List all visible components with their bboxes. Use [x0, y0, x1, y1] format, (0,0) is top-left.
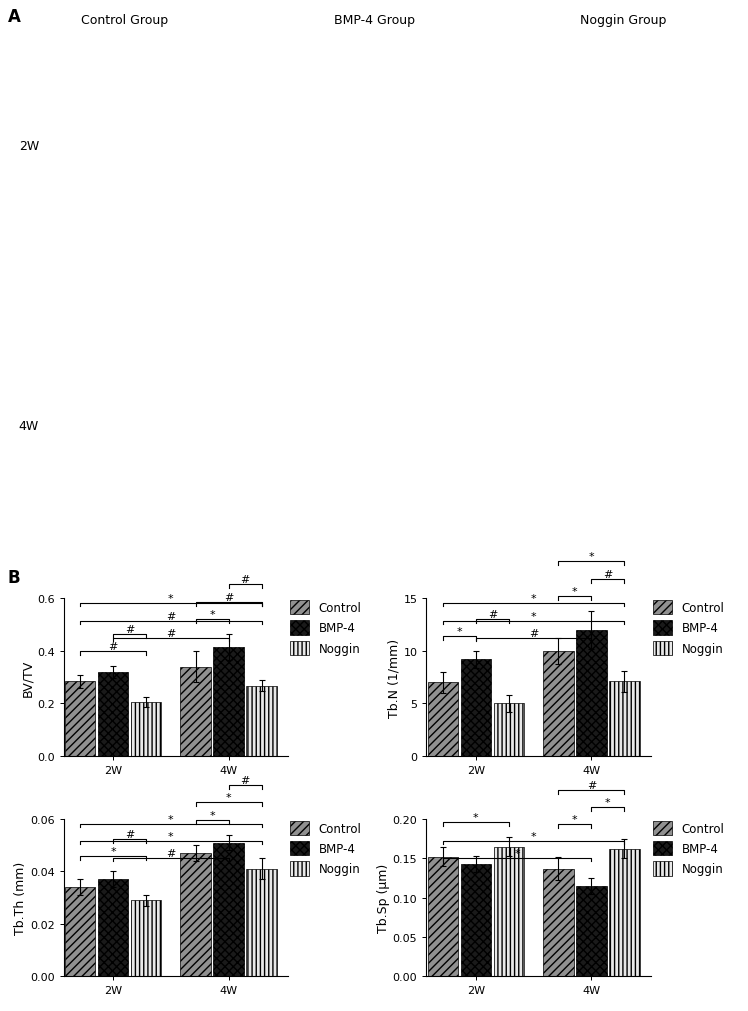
Bar: [428, 857, 458, 977]
Text: #: #: [240, 775, 250, 786]
Text: 2W: 2W: [19, 140, 39, 153]
Bar: [576, 630, 607, 756]
Y-axis label: BV/TV: BV/TV: [21, 659, 34, 697]
Text: *: *: [531, 593, 536, 604]
Bar: [609, 849, 640, 977]
Text: #: #: [488, 609, 497, 619]
Legend: Control, BMP-4, Noggin: Control, BMP-4, Noggin: [286, 595, 367, 660]
Text: #: #: [125, 829, 135, 839]
Y-axis label: Tb.Sp (μm): Tb.Sp (μm): [377, 863, 390, 932]
Bar: [576, 886, 607, 977]
Text: *: *: [572, 815, 577, 825]
Text: *: *: [473, 812, 479, 822]
Text: #: #: [240, 574, 250, 584]
Text: *: *: [168, 593, 174, 604]
Text: #: #: [166, 628, 176, 638]
Text: *: *: [456, 627, 462, 636]
Text: *: *: [531, 831, 536, 841]
Text: #: #: [125, 624, 135, 634]
Bar: [461, 660, 491, 756]
Bar: [131, 703, 162, 756]
Text: *: *: [209, 610, 215, 620]
Bar: [213, 647, 244, 756]
Bar: [494, 704, 524, 756]
Bar: [65, 681, 95, 756]
Bar: [98, 672, 128, 756]
Legend: Control, BMP-4, Noggin: Control, BMP-4, Noggin: [286, 816, 367, 881]
Text: *: *: [572, 586, 577, 596]
Text: *: *: [168, 814, 174, 824]
Text: B: B: [7, 568, 20, 586]
Text: *: *: [515, 848, 520, 858]
Text: *: *: [110, 846, 116, 856]
Text: BMP-4 Group: BMP-4 Group: [334, 14, 414, 27]
Bar: [180, 667, 211, 756]
Text: 4W: 4W: [19, 420, 39, 433]
Text: #: #: [529, 628, 539, 638]
Text: *: *: [226, 793, 231, 803]
Text: #: #: [166, 848, 176, 858]
Legend: Control, BMP-4, Noggin: Control, BMP-4, Noggin: [649, 816, 729, 881]
Text: *: *: [209, 810, 215, 820]
Bar: [246, 685, 277, 756]
Text: *: *: [605, 798, 610, 808]
Y-axis label: Tb.N (1/mm): Tb.N (1/mm): [387, 638, 401, 717]
Y-axis label: Tb.Th (mm): Tb.Th (mm): [14, 861, 27, 934]
Bar: [131, 901, 162, 977]
Legend: Control, BMP-4, Noggin: Control, BMP-4, Noggin: [649, 595, 729, 660]
Text: #: #: [108, 642, 117, 651]
Text: Control Group: Control Group: [81, 14, 168, 27]
Text: #: #: [224, 592, 233, 602]
Bar: [494, 846, 524, 977]
Bar: [98, 880, 128, 977]
Bar: [543, 868, 574, 977]
Text: #: #: [586, 780, 596, 790]
Text: A: A: [7, 8, 20, 26]
Text: *: *: [531, 611, 536, 621]
Bar: [543, 651, 574, 756]
Text: #: #: [603, 569, 613, 579]
Text: Noggin Group: Noggin Group: [580, 14, 666, 27]
Bar: [428, 682, 458, 756]
Bar: [609, 681, 640, 756]
Text: *: *: [589, 552, 594, 562]
Bar: [246, 869, 277, 977]
Bar: [180, 853, 211, 977]
Bar: [65, 888, 95, 977]
Bar: [461, 864, 491, 977]
Bar: [213, 843, 244, 977]
Text: #: #: [166, 611, 176, 621]
Text: *: *: [168, 831, 174, 841]
